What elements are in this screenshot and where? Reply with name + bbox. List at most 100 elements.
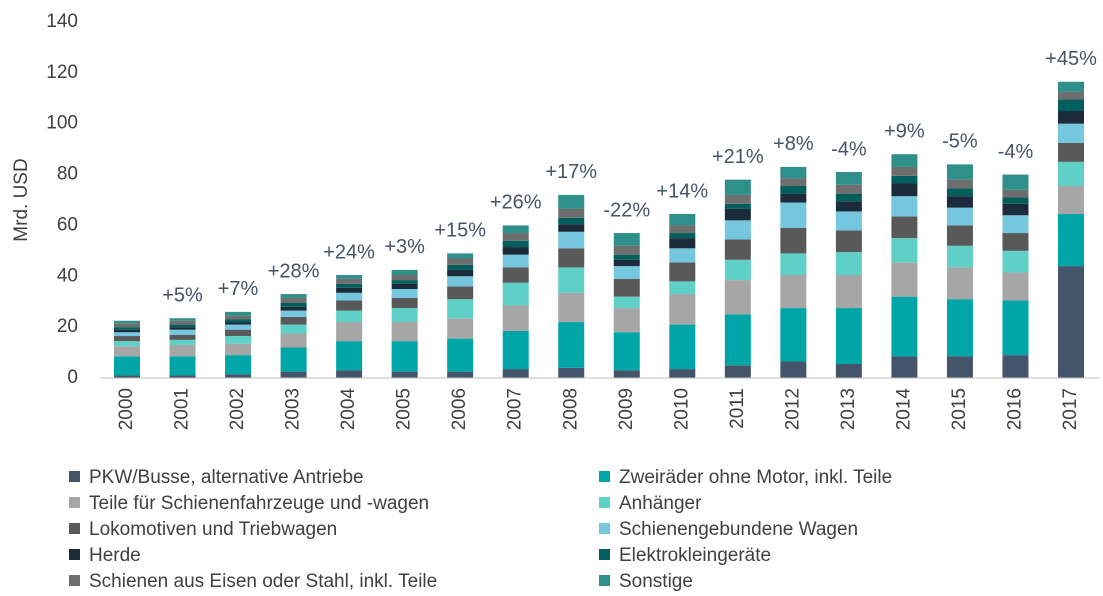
y-tick-label: 60 <box>57 214 78 235</box>
bar-segment <box>835 252 862 276</box>
bar-segment <box>891 166 918 176</box>
growth-label: +5% <box>162 285 203 307</box>
bar-segment <box>669 213 696 226</box>
y-tick-label: 40 <box>57 265 78 286</box>
x-tick-label: 2010 <box>671 388 692 430</box>
legend-swatch <box>69 549 80 560</box>
x-tick-label: 2000 <box>116 388 137 430</box>
bar-segment <box>169 375 196 378</box>
bar-segment <box>613 332 640 371</box>
bar-segment <box>835 211 862 231</box>
legend-label: PKW/Busse, alternative Antriebe <box>89 467 364 488</box>
bar-segment <box>169 339 196 345</box>
bar-segment <box>835 193 862 202</box>
x-tick-label: 2016 <box>1004 388 1025 430</box>
bar-segment <box>613 278 640 297</box>
x-tick-label: 2014 <box>893 388 914 431</box>
bar-segment <box>447 299 474 319</box>
bar-segment <box>336 275 363 279</box>
bar-segment <box>280 371 307 378</box>
legend-swatch <box>69 497 80 508</box>
bar-segment <box>669 225 696 234</box>
bar-segment <box>169 334 196 340</box>
bar-segment <box>280 316 307 325</box>
bar-segment <box>502 240 529 248</box>
bar-segment <box>1002 197 1029 204</box>
bar-segment <box>724 194 751 204</box>
bar-segment <box>891 216 918 239</box>
bar-segment <box>114 327 140 330</box>
bar-segment <box>1002 300 1029 356</box>
bar-segment <box>891 262 918 297</box>
bar-segment <box>558 194 585 209</box>
bar-segment <box>613 296 640 309</box>
bar-segment <box>946 299 973 357</box>
bar-segment <box>780 186 807 194</box>
bar-segment <box>447 286 474 300</box>
bar-segment <box>1002 272 1029 301</box>
bar-segment <box>1058 91 1084 100</box>
bar-segment <box>114 356 140 376</box>
bar-segment <box>169 324 196 328</box>
bar-segment <box>169 356 196 376</box>
bar-segment <box>114 336 140 342</box>
bar-segment <box>502 267 529 283</box>
x-tick-label: 2007 <box>505 388 526 430</box>
growth-label: -4% <box>998 141 1034 163</box>
bar-segment <box>835 364 862 378</box>
legend-label: Schienen aus Eisen oder Stahl, inkl. Tei… <box>89 571 437 592</box>
bar-segment <box>835 308 862 365</box>
bar-segment <box>391 341 418 372</box>
bar-segment <box>225 329 252 337</box>
bar-segment <box>280 324 307 334</box>
bar-segment <box>724 208 751 221</box>
bar-segment <box>447 338 474 372</box>
bar-segment <box>613 308 640 333</box>
legend-swatch <box>599 549 610 560</box>
x-tick-label: 2004 <box>338 388 359 431</box>
bar-segment <box>669 369 696 378</box>
legend-label: Anhänger <box>619 493 702 514</box>
x-tick-label: 2013 <box>838 388 859 430</box>
bar-segment <box>558 292 585 323</box>
bar-segment <box>558 217 585 225</box>
bar-segment <box>946 196 973 208</box>
bar-segment <box>280 310 307 317</box>
growth-label: +26% <box>490 192 542 214</box>
bar-segment <box>114 329 140 333</box>
legend-swatch <box>69 575 80 586</box>
x-tick-label: 2009 <box>616 388 637 430</box>
bar-segment <box>280 297 307 303</box>
bar-segment <box>169 320 196 325</box>
bar-segment <box>336 322 363 342</box>
bar-segment <box>169 344 196 357</box>
bar-segment <box>225 324 252 330</box>
bar-segment <box>391 283 418 289</box>
bar-segment <box>225 343 252 356</box>
bar-segment <box>1058 81 1084 92</box>
bar-segment <box>336 283 363 288</box>
bar-segment <box>946 245 973 268</box>
bar-segment <box>891 356 918 378</box>
bar-segment <box>669 281 696 295</box>
bar-segment <box>946 267 973 300</box>
y-tick-label: 80 <box>57 164 78 185</box>
bar-segment <box>946 179 973 189</box>
bar-segment <box>1058 111 1084 124</box>
bar-segment <box>669 262 696 282</box>
x-tick-label: 2005 <box>394 388 415 430</box>
bar-segment <box>336 310 363 323</box>
bar-segment <box>225 322 252 325</box>
legend-label: Elektrokleingeräte <box>619 545 771 566</box>
bar-segment <box>280 333 307 348</box>
bar-segment <box>391 280 418 284</box>
bar-segment <box>1058 186 1084 214</box>
bar-segment <box>946 188 973 197</box>
bar-segment <box>558 248 585 268</box>
bar-segment <box>613 259 640 267</box>
bar-segment <box>835 184 862 194</box>
bar-segment <box>558 231 585 249</box>
bar-segment <box>724 239 751 260</box>
legend-swatch <box>69 471 80 482</box>
bar-segment <box>780 178 807 187</box>
